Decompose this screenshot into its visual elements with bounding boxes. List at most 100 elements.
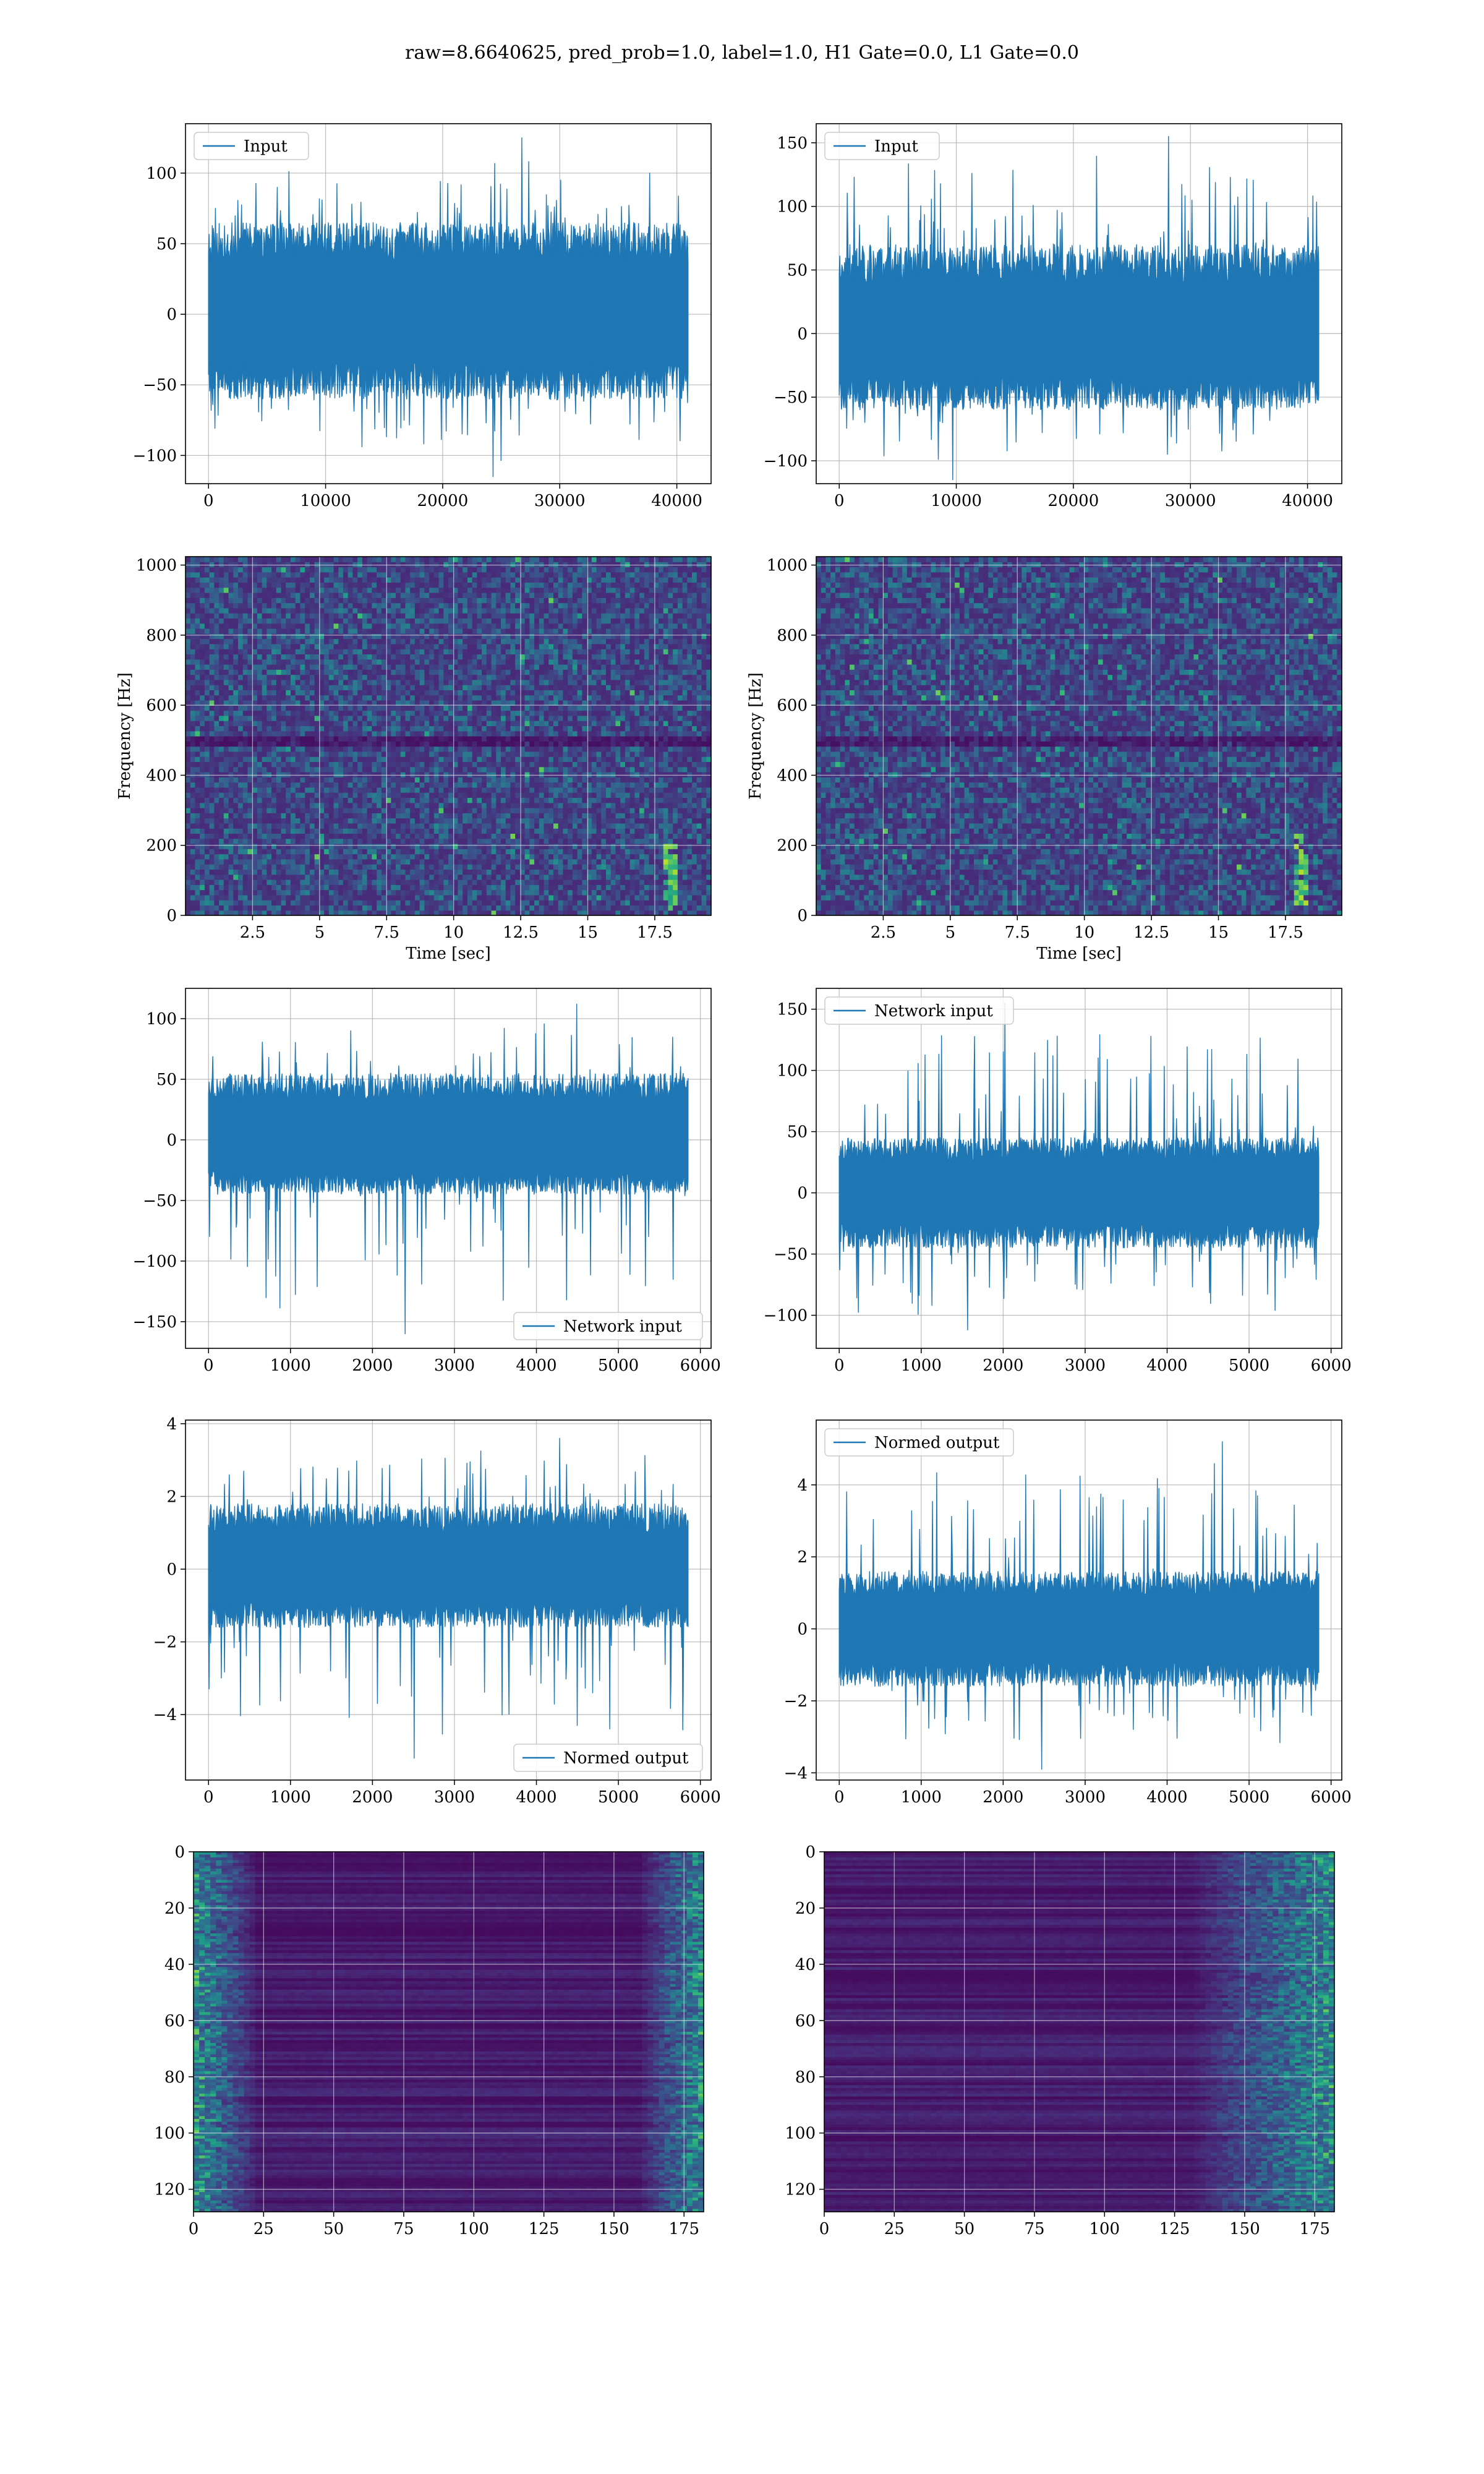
x-tick-label: 6000 [680,1788,721,1807]
y-tick-label: 200 [777,837,808,855]
x-tick-label: 10 [443,923,464,942]
y-tick-label: 120 [154,2181,185,2199]
x-tick-label: 40000 [1282,492,1333,510]
x-tick-label: 0 [834,492,845,510]
y-tick-label: 80 [164,2068,185,2087]
y-tick-label: −50 [143,1192,177,1210]
x-tick-label: 0 [203,492,214,510]
x-tick-label: 125 [1159,2220,1190,2238]
network-input-h1-panel: 0 1000 2000 3000 4000 5000 6000−150−100−500501… [133,988,721,1375]
x-tick-label: 100 [458,2220,489,2238]
y-tick-label: 600 [146,696,177,715]
y-tick-label: 4 [797,1476,808,1495]
y-tick-label: 0 [797,1184,808,1203]
y-tick-label: 50 [156,235,177,254]
x-tick-label: 1000 [901,1356,942,1375]
x-tick-label: 15 [578,923,598,942]
x-tick-label: 0 [203,1356,214,1375]
y-axis-label: Frequency [Hz] [116,672,134,800]
x-tick-label: 175 [668,2220,699,2238]
y-tick-label: −150 [133,1313,177,1332]
spectrogram-h1-panel: 2.5 5 7.5 10 12.5 15 17.502004006008001000Time… [116,557,712,963]
y-tick-label: 20 [795,1899,816,1918]
x-tick-label: 0 [834,1356,845,1375]
y-tick-label: 0 [166,1560,177,1579]
x-tick-label: 6000 [1311,1788,1352,1807]
x-tick-label: 3000 [1065,1788,1106,1807]
x-tick-label: 1000 [270,1788,311,1807]
x-tick-label: 30000 [534,492,586,510]
network-input-l1-panel: 0 1000 2000 3000 4000 5000 6000−100−5005010015… [764,988,1352,1375]
legend-label: Network input [563,1317,682,1336]
signal-trace [208,138,688,477]
x-tick-label: 2.5 [871,923,896,942]
x-tick-label: 0 [203,1788,214,1807]
x-tick-label: 175 [1299,2220,1330,2238]
x-tick-label: 3000 [434,1788,475,1807]
y-tick-label: 2 [166,1487,177,1506]
legend-label: Normed output [563,1749,689,1768]
y-tick-label: −4 [784,1764,808,1783]
y-tick-label: 20 [164,1899,185,1918]
y-tick-label: 120 [785,2181,816,2199]
y-tick-label: 80 [795,2068,816,2087]
x-tick-label: 7.5 [374,923,399,942]
x-tick-label: 4000 [1146,1356,1187,1375]
x-tick-label: 2000 [352,1356,393,1375]
heatmap-cells [816,557,1342,916]
x-tick-label: 30000 [1165,492,1216,510]
x-tick-label: 12.5 [1133,923,1169,942]
y-tick-label: 40 [164,1956,185,1974]
heatmap-cells [194,1852,704,2212]
x-tick-label: 2000 [983,1788,1023,1807]
x-tick-label: 25 [254,2220,274,2238]
x-tick-label: 3000 [1065,1356,1106,1375]
signal-trace [208,1004,688,1334]
y-tick-label: 50 [787,262,808,280]
x-tick-label: 10000 [931,492,982,510]
y-tick-label: 800 [777,627,808,645]
x-tick-label: 5 [315,923,325,942]
x-tick-label: 2000 [983,1356,1023,1375]
y-tick-label: 100 [777,198,808,216]
x-tick-label: 6000 [680,1356,721,1375]
y-tick-label: 400 [146,766,177,785]
spectrogram-l1-panel: 2.5 5 7.5 10 12.5 15 17.502004006008001000Time… [746,557,1342,963]
y-tick-label: −100 [764,452,808,471]
x-tick-label: 6000 [1311,1356,1352,1375]
y-tick-label: 100 [154,2125,185,2143]
x-tick-label: 0 [834,1788,845,1807]
x-tick-label: 10000 [300,492,351,510]
heatmap-cells [186,557,712,916]
y-tick-label: −2 [784,1692,808,1711]
x-tick-label: 4000 [516,1356,556,1375]
y-tick-label: 0 [797,325,808,343]
x-tick-label: 2.5 [240,923,265,942]
x-tick-label: 75 [1024,2220,1044,2238]
x-tick-label: 75 [393,2220,414,2238]
y-tick-label: 100 [146,165,177,183]
x-tick-label: 0 [819,2220,830,2238]
y-tick-label: 1000 [136,557,177,575]
x-tick-label: 5000 [1229,1788,1269,1807]
x-tick-label: 4000 [1146,1788,1187,1807]
x-tick-label: 150 [1229,2220,1260,2238]
x-tick-label: 25 [884,2220,905,2238]
y-tick-label: 0 [805,1843,816,1862]
x-tick-label: 7.5 [1005,923,1030,942]
legend-label: Network input [874,1002,993,1021]
x-tick-label: 40000 [651,492,702,510]
x-tick-label: 150 [599,2220,629,2238]
y-tick-label: 150 [777,134,808,153]
y-tick-label: 0 [166,306,177,324]
x-tick-label: 12.5 [503,923,539,942]
x-tick-label: 1000 [901,1788,942,1807]
y-tick-label: 600 [777,696,808,715]
y-tick-label: 0 [797,1620,808,1639]
x-tick-label: 3000 [434,1356,475,1375]
